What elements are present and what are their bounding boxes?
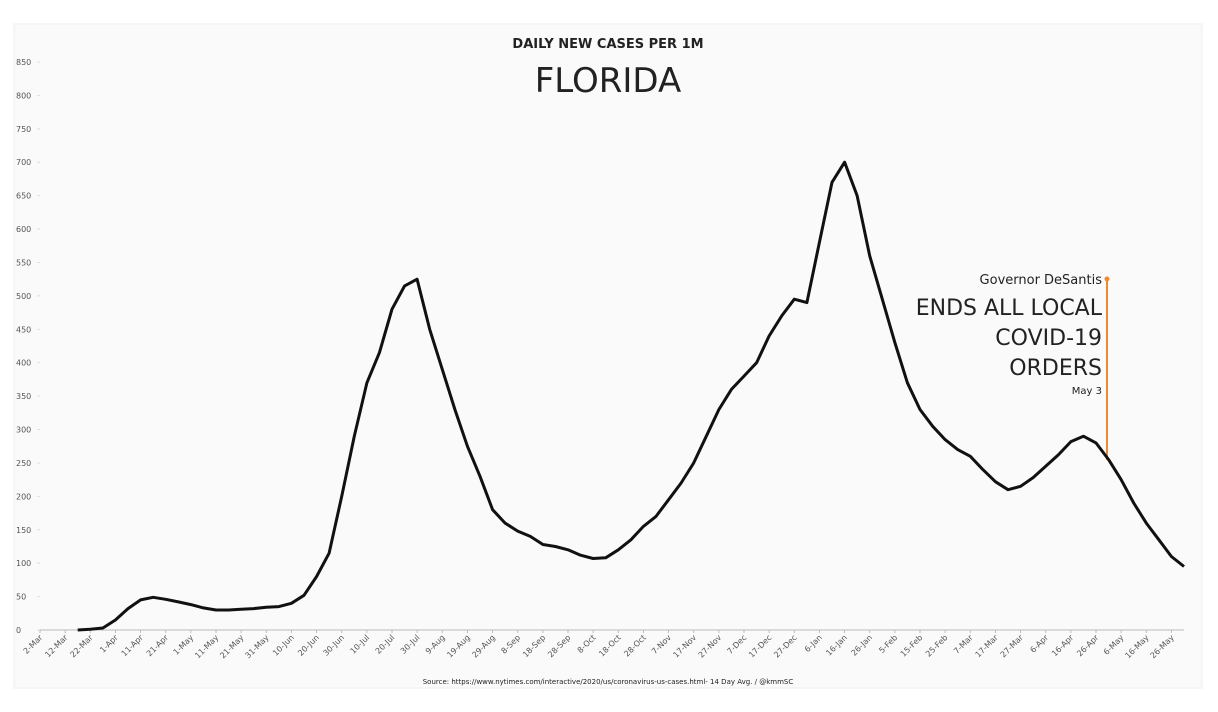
chart-title: FLORIDA [535, 61, 682, 101]
y-tick-label: 200 [16, 492, 31, 501]
annotation-text: ORDERS [1009, 356, 1102, 381]
annotation-text: ENDS ALL LOCAL [916, 296, 1103, 321]
y-tick-label: 500 [16, 292, 31, 301]
y-tick-label: 800 [16, 91, 31, 100]
plot-background [13, 23, 1203, 689]
annotation-date: May 3 [1072, 386, 1102, 397]
y-tick-label: 350 [16, 392, 31, 401]
y-tick-label: 100 [16, 559, 31, 568]
y-tick-label: 300 [16, 426, 31, 435]
annotation-dot [1104, 276, 1110, 282]
y-tick-label: 50 [16, 593, 26, 602]
y-tick-label: 750 [16, 125, 31, 134]
y-tick-label: 400 [16, 359, 31, 368]
y-tick-label: 550 [16, 258, 31, 267]
source-note: Source: https://www.nytimes.com/interact… [423, 678, 794, 686]
chart-subtitle: DAILY NEW CASES PER 1M [512, 37, 703, 52]
y-tick-label: 0 [16, 626, 21, 635]
y-tick-label: 250 [16, 459, 31, 468]
y-tick-label: 850 [16, 58, 31, 67]
y-tick-label: 600 [16, 225, 31, 234]
y-tick-label: 150 [16, 526, 31, 535]
y-tick-label: 650 [16, 192, 31, 201]
y-tick-label: 700 [16, 158, 31, 167]
annotation-text: COVID-19 [995, 326, 1102, 351]
y-tick-label: 450 [16, 325, 31, 334]
annotation-text: Governor DeSantis [980, 273, 1103, 288]
data-line [77, 160, 1185, 632]
